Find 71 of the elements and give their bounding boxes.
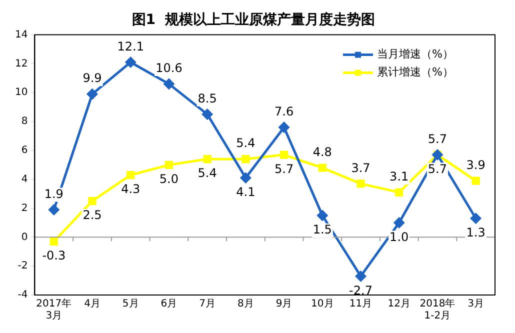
data-label: 4.1 [236, 185, 256, 200]
x-tick-label: 2018年1-2月 [420, 298, 456, 322]
data-label: 7.6 [274, 104, 294, 118]
y-tick-label: 4 [21, 174, 28, 185]
data-label: 9.9 [82, 71, 102, 86]
y-tick-label: -4 [18, 290, 28, 301]
x-tick-label: 6月 [160, 298, 178, 310]
x-tick-label: 5月 [122, 298, 139, 310]
data-label: 8.5 [198, 91, 217, 106]
data-label: 2.5 [82, 208, 102, 222]
point [395, 188, 404, 196]
point [242, 155, 250, 164]
x-tick-label: 9月 [276, 298, 292, 310]
point [278, 122, 290, 133]
point [470, 213, 482, 224]
data-label: 3.7 [351, 160, 370, 175]
legend-label: 累计增速（%） [377, 66, 454, 79]
chart-title: 图1 规模以上工业原煤产量月度走势图 [132, 11, 376, 28]
point [202, 109, 213, 120]
data-label: 12.1 [117, 39, 144, 54]
point [50, 237, 58, 246]
point [394, 217, 404, 228]
point [126, 170, 135, 180]
x-tick-label: 7月 [199, 298, 216, 310]
data-label: 10.6 [156, 61, 182, 76]
point [87, 88, 98, 100]
y-tick-label: 6 [21, 145, 28, 156]
y-tick-label: 12 [14, 58, 28, 70]
data-label: 1.5 [312, 222, 332, 237]
point [356, 270, 366, 282]
data-label: 4.8 [312, 144, 332, 159]
legend-label: 当月增速（%） [377, 48, 454, 61]
data-label: -2.7 [349, 283, 372, 298]
x-tick-label: 12月 [388, 298, 410, 310]
point [280, 150, 288, 159]
y-tick-label: 10 [14, 87, 28, 98]
x-tick-label: 2017年3月 [36, 298, 72, 322]
y-tick-label: 8 [21, 116, 28, 128]
point [48, 204, 60, 215]
data-label: 1.0 [390, 230, 409, 244]
point [472, 176, 480, 185]
data-label: 3.9 [466, 158, 486, 172]
data-label: 1.3 [466, 226, 486, 240]
data-label: 5.7 [274, 162, 294, 176]
point [240, 172, 251, 184]
x-tick-label: 3月 [468, 298, 484, 310]
y-tick-label: 14 [14, 29, 28, 40]
point [88, 196, 96, 206]
data-label: 4.3 [121, 182, 140, 196]
point [125, 57, 136, 68]
data-label: 5.4 [236, 136, 256, 150]
x-tick-label: 4月 [84, 298, 100, 310]
x-tick-label: 10月 [311, 298, 334, 310]
data-label: 3.1 [390, 169, 409, 184]
data-label: 5.0 [159, 172, 179, 186]
point [164, 78, 174, 90]
data-label: 1.9 [44, 186, 64, 201]
point [203, 155, 212, 164]
y-tick-label: -2 [18, 260, 28, 272]
point [317, 210, 328, 221]
x-tick-label: 11月 [349, 298, 372, 310]
point [356, 180, 365, 188]
y-tick-label: 0 [21, 232, 28, 243]
data-label: -0.3 [42, 248, 66, 263]
data-label: 5.4 [198, 166, 217, 180]
data-label: 5.7 [428, 132, 448, 146]
point [318, 164, 326, 172]
point [164, 160, 174, 169]
y-tick-label: 2 [21, 202, 28, 214]
data-label: 5.7 [428, 162, 448, 176]
x-tick-label: 8月 [237, 298, 254, 310]
